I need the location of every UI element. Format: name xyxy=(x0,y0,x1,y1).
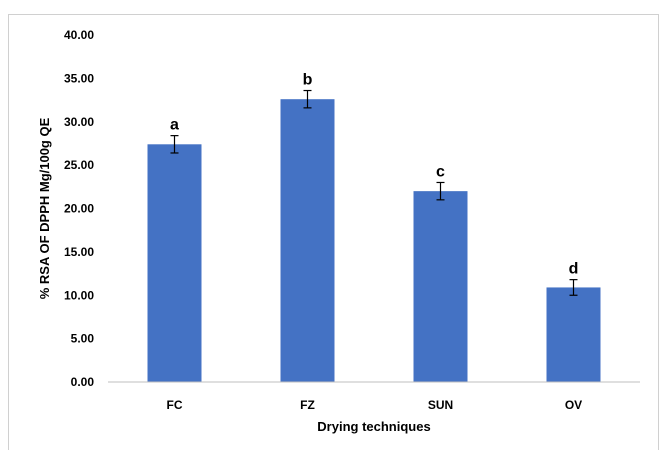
significance-letter: c xyxy=(436,163,445,180)
bar-sun xyxy=(413,191,468,382)
y-axis-title: % RSA OF DPPH Mg/100g QE xyxy=(37,117,52,299)
error-bar-fc xyxy=(170,135,179,154)
x-tick-label: SUN xyxy=(428,398,453,412)
x-axis-ticks: FC FZ SUN OV xyxy=(167,398,583,412)
bar-ov xyxy=(546,287,601,382)
x-axis-title: Drying techniques xyxy=(317,419,430,434)
error-bars xyxy=(170,89,578,296)
y-tick-label: 0.00 xyxy=(71,375,95,389)
chart-frame xyxy=(8,14,659,450)
error-bar-sun xyxy=(436,181,445,201)
bar-fz xyxy=(280,99,335,382)
error-bar-fz xyxy=(303,89,312,109)
significance-letters: a b c d xyxy=(170,72,578,278)
bar-fc xyxy=(147,144,202,382)
y-tick-label: 30.00 xyxy=(64,115,94,129)
bars xyxy=(147,99,601,382)
y-tick-label: 20.00 xyxy=(64,202,94,216)
significance-letter: d xyxy=(569,261,579,278)
y-axis-ticks: 0.00 5.00 10.00 15.00 20.00 25.00 30.00 35.00 40… xyxy=(64,28,94,389)
significance-letter: a xyxy=(170,117,179,134)
y-tick-label: 15.00 xyxy=(64,245,94,259)
y-tick-label: 10.00 xyxy=(64,288,94,302)
y-tick-label: 25.00 xyxy=(64,158,94,172)
significance-letter: b xyxy=(303,72,313,89)
y-tick-label: 40.00 xyxy=(64,28,94,42)
x-tick-label: OV xyxy=(565,398,582,412)
x-tick-label: FZ xyxy=(300,398,315,412)
error-bar-ov xyxy=(569,279,578,296)
x-tick-label: FC xyxy=(167,398,183,412)
y-tick-label: 35.00 xyxy=(64,71,94,85)
y-tick-label: 5.00 xyxy=(71,332,95,346)
